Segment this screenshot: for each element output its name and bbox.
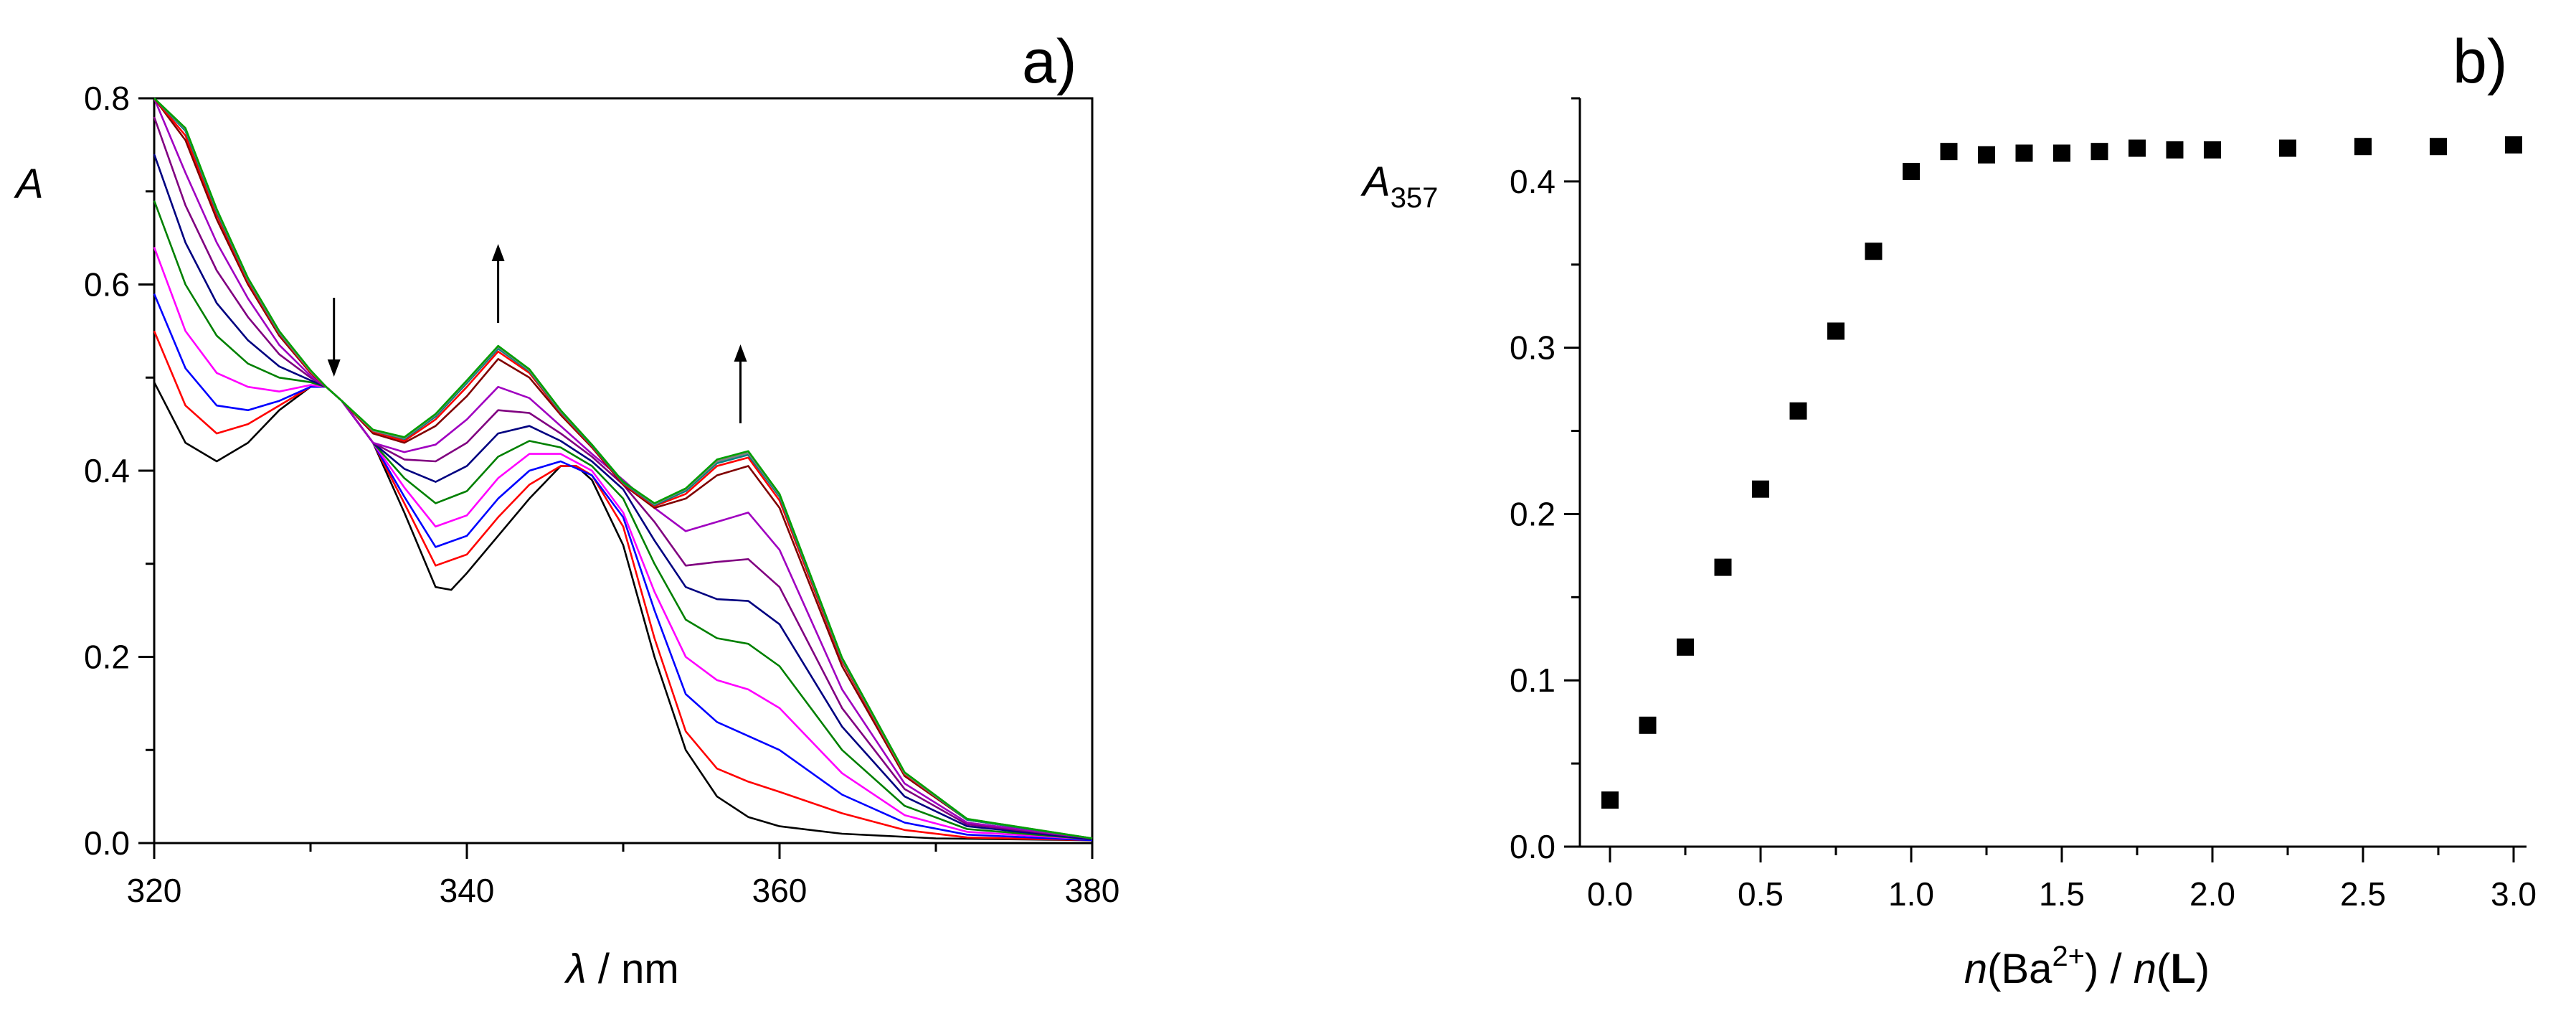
- xlab-n1: n: [1964, 946, 1987, 992]
- x-tick-label: 0.0: [1587, 875, 1633, 913]
- y-tick-label: 0.3: [1510, 329, 1555, 367]
- xlab-bold: L: [2170, 946, 2195, 992]
- data-point-5: [1752, 480, 1769, 498]
- y-tick-label: 0.6: [84, 266, 130, 304]
- data-point-17: [2204, 141, 2221, 159]
- y-tick-label: 0.2: [84, 639, 130, 676]
- spectrum-line-2: [153, 330, 1093, 842]
- lambda-symbol: λ: [564, 946, 587, 992]
- xlab-n2: n: [2134, 946, 2156, 992]
- data-point-11: [1978, 146, 1995, 164]
- data-point-14: [2090, 143, 2108, 161]
- spectrum-line-12: [153, 98, 1093, 839]
- y-tick-label: 0.2: [1510, 495, 1555, 532]
- xlab-sup: 2+: [2052, 941, 2085, 972]
- data-point-21: [2505, 136, 2522, 154]
- y-tick-label: 0.0: [1510, 828, 1555, 865]
- panel-b-y-axis-label: A357: [1360, 159, 1438, 214]
- panel-a-spectra-chart: 320 340 360 380 0.0 0.2 0.4 0.6 0.8 a) A λ / nm: [14, 27, 1119, 992]
- data-point-3: [1677, 638, 1694, 656]
- data-point-1: [1601, 791, 1619, 809]
- arrow-down-head: [327, 359, 341, 377]
- spectrum-line-7: [153, 116, 1093, 839]
- xlab-close2: ): [2196, 946, 2210, 992]
- x-tick-label: 340: [440, 872, 495, 909]
- x-tick-label: 380: [1065, 872, 1120, 909]
- panel-a-x-axis-label: λ / nm: [564, 946, 678, 992]
- y-tick-label: 0.8: [84, 80, 130, 117]
- data-point-16: [2166, 141, 2184, 159]
- panel-a-plot-frame: [153, 97, 1094, 844]
- data-point-8: [1865, 243, 1883, 260]
- spectrum-line-10: [153, 98, 1093, 839]
- panel-b-label: b): [2453, 27, 2507, 96]
- data-point-20: [2430, 138, 2447, 156]
- panel-b-ticks: 0.0 0.5 1.0 1.5 2.0 2.5 3.0 0.0 0.1 0.2 0.3 0.4: [1510, 97, 2537, 913]
- y-tick-label: 0.0: [84, 824, 130, 862]
- spectrum-line-3: [153, 293, 1093, 842]
- xlab-open1: (Ba: [1987, 946, 2052, 992]
- data-point-13: [2053, 144, 2070, 162]
- x-tick-label: 1.5: [2039, 875, 2085, 913]
- data-point-18: [2279, 139, 2296, 157]
- xlab-open2: (: [2156, 946, 2170, 992]
- panel-b-axes: [1578, 98, 2527, 848]
- x-tick-label: 2.5: [2340, 875, 2386, 913]
- spectrum-line-5: [153, 200, 1093, 841]
- y-tick-label: 0.4: [84, 452, 130, 489]
- y-tick-label: 0.1: [1510, 662, 1555, 699]
- x-unit: / nm: [587, 946, 679, 992]
- panel-a-label: a): [1022, 27, 1076, 96]
- data-point-15: [2128, 139, 2146, 157]
- spectrum-line-1: [153, 382, 1093, 842]
- x-tick-label: 320: [127, 872, 182, 909]
- x-tick-label: 2.0: [2189, 875, 2235, 913]
- x-tick-label: 360: [752, 872, 808, 909]
- spectrum-line-11: [153, 98, 1093, 839]
- data-point-10: [1940, 143, 1958, 161]
- panel-a-arrows: [327, 244, 747, 423]
- data-point-7: [1827, 322, 1845, 340]
- data-point-12: [2015, 144, 2033, 162]
- spectrum-line-9: [153, 98, 1093, 839]
- x-tick-label: 0.5: [1738, 875, 1784, 913]
- panel-b-x-axis-label: n(Ba2+) / n(L): [1964, 941, 2210, 992]
- spectrum-line-8: [153, 98, 1093, 839]
- panel-b-points: [1601, 136, 2522, 809]
- spectrum-line-6: [153, 154, 1093, 841]
- x-tick-label: 3.0: [2491, 875, 2537, 913]
- spectrum-line-13: [153, 98, 1093, 839]
- xlab-close1: ) /: [2085, 946, 2134, 992]
- panel-a-series-group: [153, 98, 1093, 842]
- y-label-symbol: A: [1360, 159, 1391, 205]
- data-point-2: [1639, 716, 1657, 734]
- panel-a-y-axis-label: A: [14, 161, 44, 207]
- data-point-6: [1789, 402, 1807, 420]
- data-point-4: [1714, 558, 1732, 576]
- panel-b-titration-chart: 0.0 0.5 1.0 1.5 2.0 2.5 3.00.00.10.20.30.4 b) …: [1360, 27, 2537, 992]
- y-label-subscript: 357: [1391, 182, 1439, 214]
- arrow-up-head: [734, 344, 747, 362]
- y-tick-label: 0.4: [1510, 163, 1555, 200]
- data-point-19: [2354, 138, 2372, 156]
- data-point-9: [1903, 162, 1920, 180]
- x-tick-label: 1.0: [1888, 875, 1934, 913]
- spectrum-line-4: [153, 247, 1093, 841]
- panel-a-ticks: 320 340 360 380 0.0 0.2 0.4 0.6 0.8: [84, 80, 1119, 909]
- arrow-up-head: [491, 244, 505, 261]
